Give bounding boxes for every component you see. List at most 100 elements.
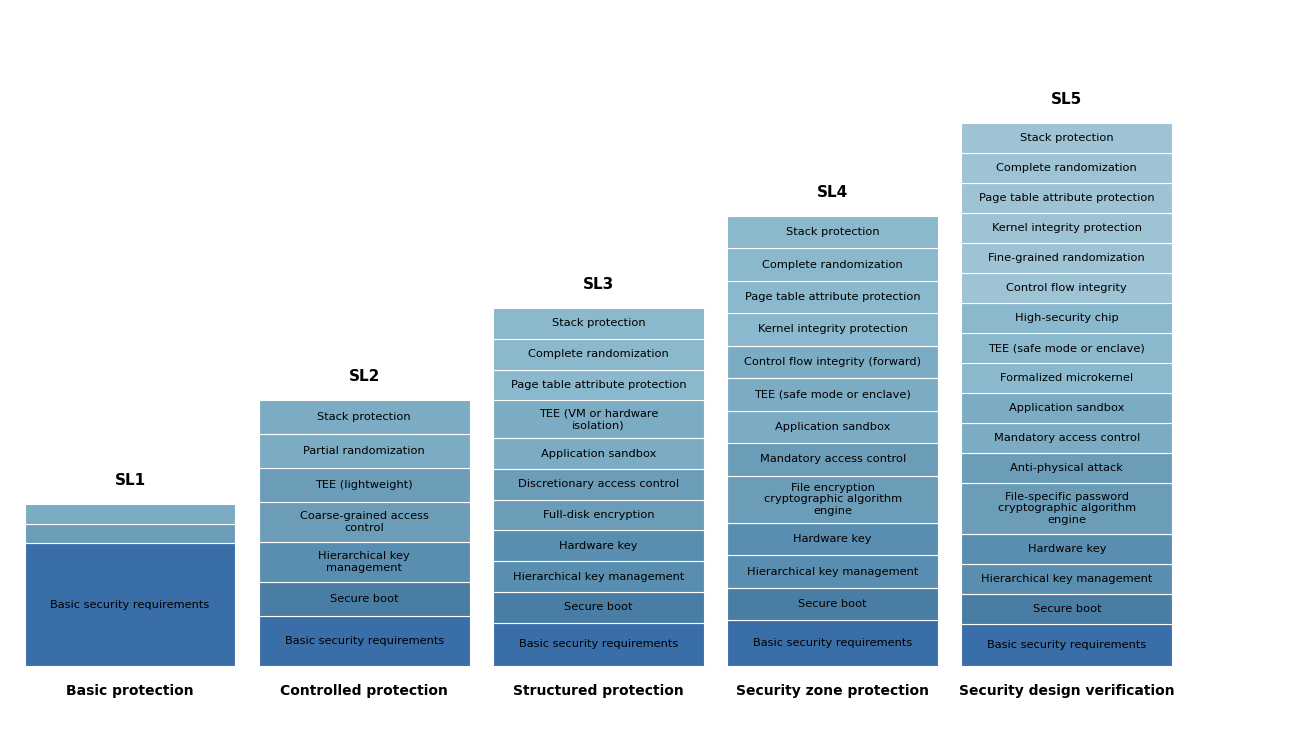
- Text: Complete randomization: Complete randomization: [997, 164, 1137, 173]
- Text: Structured protection: Structured protection: [513, 684, 684, 699]
- Bar: [727, 378, 938, 411]
- Bar: [727, 411, 938, 443]
- Bar: [961, 124, 1172, 153]
- Bar: [493, 531, 704, 561]
- Text: High-security chip: High-security chip: [1015, 313, 1119, 323]
- Text: Hardware key: Hardware key: [1028, 544, 1106, 554]
- Text: Security zone protection: Security zone protection: [736, 684, 929, 699]
- Bar: [259, 616, 470, 666]
- Bar: [961, 393, 1172, 423]
- Text: Security design verification: Security design verification: [959, 684, 1175, 699]
- Text: SL5: SL5: [1051, 92, 1082, 107]
- Text: Control flow integrity (forward): Control flow integrity (forward): [744, 357, 921, 367]
- Bar: [259, 468, 470, 502]
- Text: Complete randomization: Complete randomization: [762, 260, 903, 269]
- Text: Full-disk encryption: Full-disk encryption: [543, 510, 654, 520]
- Text: Basic protection: Basic protection: [66, 684, 194, 699]
- Bar: [493, 308, 704, 339]
- Text: Stack protection: Stack protection: [786, 227, 879, 237]
- Bar: [961, 363, 1172, 393]
- Bar: [961, 534, 1172, 564]
- Bar: [727, 216, 938, 248]
- Text: Page table attribute protection: Page table attribute protection: [745, 292, 920, 302]
- Text: Application sandbox: Application sandbox: [1010, 403, 1124, 413]
- Bar: [493, 592, 704, 622]
- Bar: [727, 620, 938, 666]
- Text: Page table attribute protection: Page table attribute protection: [511, 380, 686, 390]
- Text: Basic security requirements: Basic security requirements: [51, 599, 209, 610]
- Text: Stack protection: Stack protection: [552, 318, 645, 329]
- Text: SL3: SL3: [583, 277, 614, 292]
- Bar: [727, 280, 938, 313]
- Text: SL4: SL4: [817, 184, 848, 200]
- Bar: [259, 582, 470, 616]
- Bar: [961, 564, 1172, 593]
- Bar: [961, 303, 1172, 333]
- Bar: [727, 476, 938, 523]
- Bar: [493, 438, 704, 469]
- Text: Formalized microkernel: Formalized microkernel: [1000, 373, 1133, 383]
- Bar: [493, 339, 704, 369]
- Text: Basic security requirements: Basic security requirements: [519, 639, 678, 649]
- Text: TEE (safe mode or enclave): TEE (safe mode or enclave): [755, 389, 911, 400]
- Text: Secure boot: Secure boot: [330, 594, 398, 604]
- Text: File encryption
cryptographic algorithm
engine: File encryption cryptographic algorithm …: [764, 482, 902, 516]
- Text: TEE (safe mode or enclave): TEE (safe mode or enclave): [989, 343, 1145, 353]
- Text: Kernel integrity protection: Kernel integrity protection: [757, 324, 908, 334]
- Text: Secure boot: Secure boot: [1033, 604, 1101, 613]
- Text: Complete randomization: Complete randomization: [528, 349, 669, 359]
- Bar: [961, 273, 1172, 303]
- Bar: [727, 248, 938, 280]
- Text: Basic security requirements: Basic security requirements: [987, 640, 1146, 650]
- Text: Discretionary access control: Discretionary access control: [518, 480, 679, 489]
- Text: TEE (lightweight): TEE (lightweight): [315, 480, 414, 491]
- Text: Stack protection: Stack protection: [1020, 133, 1114, 144]
- Text: SL2: SL2: [349, 369, 380, 384]
- Text: Hierarchical key management: Hierarchical key management: [981, 574, 1153, 584]
- Text: Hardware key: Hardware key: [559, 541, 637, 551]
- Bar: [493, 561, 704, 592]
- Text: Fine-grained randomization: Fine-grained randomization: [989, 253, 1145, 263]
- Bar: [727, 556, 938, 588]
- Text: Coarse-grained access
control: Coarse-grained access control: [299, 511, 429, 533]
- Text: SL1: SL1: [114, 473, 146, 488]
- Text: Secure boot: Secure boot: [565, 602, 632, 612]
- Bar: [259, 542, 470, 582]
- Bar: [493, 400, 704, 438]
- Text: Secure boot: Secure boot: [799, 599, 866, 609]
- Text: Control flow integrity: Control flow integrity: [1007, 283, 1127, 293]
- Text: Stack protection: Stack protection: [317, 412, 411, 423]
- Text: Mandatory access control: Mandatory access control: [994, 433, 1140, 443]
- Text: Basic security requirements: Basic security requirements: [753, 638, 912, 648]
- Bar: [259, 400, 470, 434]
- Bar: [727, 523, 938, 556]
- Bar: [961, 153, 1172, 184]
- Bar: [25, 543, 235, 666]
- Bar: [493, 369, 704, 400]
- Text: Basic security requirements: Basic security requirements: [285, 636, 444, 646]
- Text: Application sandbox: Application sandbox: [775, 422, 890, 432]
- Text: Anti-physical attack: Anti-physical attack: [1011, 463, 1123, 473]
- Bar: [727, 346, 938, 378]
- Bar: [259, 434, 470, 468]
- Text: Page table attribute protection: Page table attribute protection: [980, 193, 1154, 204]
- Bar: [493, 469, 704, 500]
- Bar: [961, 423, 1172, 453]
- Text: Kernel integrity protection: Kernel integrity protection: [991, 223, 1142, 233]
- Text: Hierarchical key management: Hierarchical key management: [747, 567, 919, 576]
- Bar: [961, 483, 1172, 534]
- Text: Partial randomization: Partial randomization: [303, 446, 425, 457]
- Text: Application sandbox: Application sandbox: [541, 448, 656, 459]
- Bar: [961, 243, 1172, 273]
- Bar: [961, 184, 1172, 213]
- Bar: [493, 622, 704, 666]
- Text: Mandatory access control: Mandatory access control: [760, 454, 905, 465]
- Bar: [25, 524, 235, 543]
- Bar: [259, 502, 470, 542]
- Bar: [961, 213, 1172, 243]
- Text: Hierarchical key management: Hierarchical key management: [513, 571, 684, 582]
- Bar: [493, 500, 704, 531]
- Text: Controlled protection: Controlled protection: [280, 684, 449, 699]
- Bar: [727, 588, 938, 620]
- Text: Hierarchical key
management: Hierarchical key management: [319, 551, 410, 573]
